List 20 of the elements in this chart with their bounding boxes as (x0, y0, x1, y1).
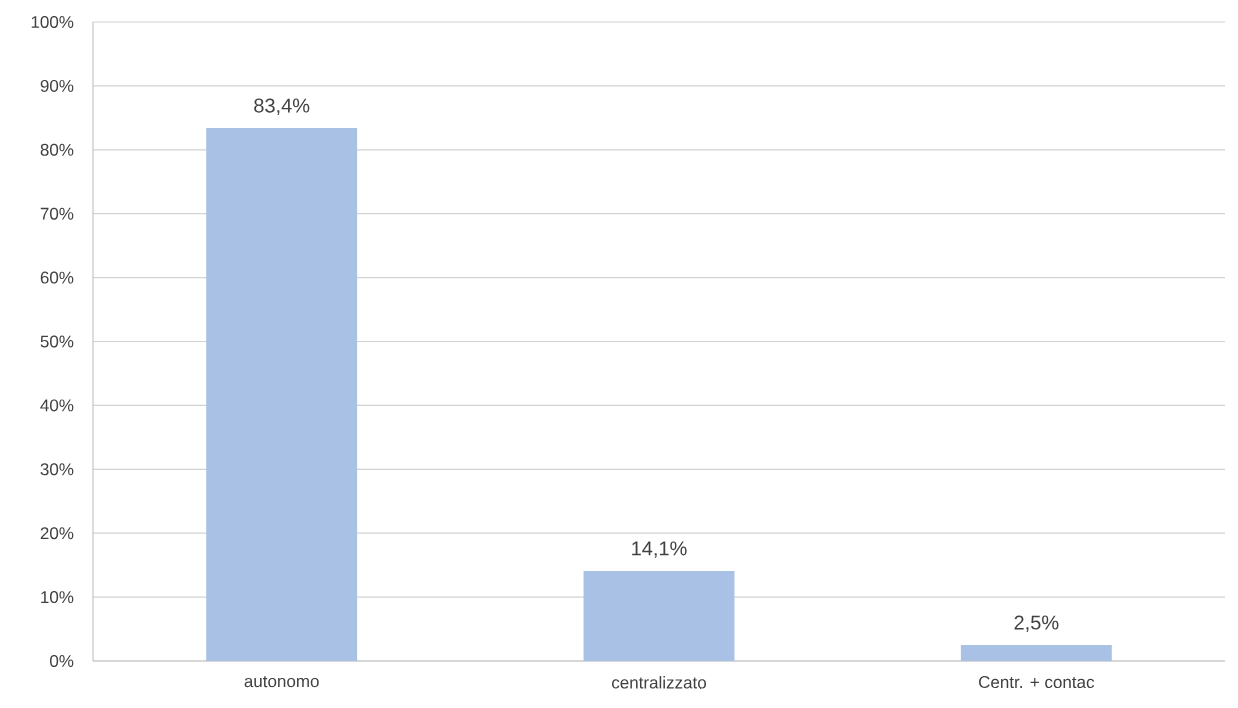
bar (960, 645, 1112, 661)
y-tick-label: 40% (40, 399, 74, 412)
data-label: 83,4% (254, 98, 310, 116)
data-label: 14,1% (632, 541, 687, 558)
y-tick-label: 50% (40, 335, 74, 348)
x-tick-label: centralizzato (612, 676, 706, 689)
x-tick-label: Centr. + contac (979, 676, 1095, 689)
data-label: 2,5% (1014, 615, 1059, 632)
x-tick-label: autonomo (244, 676, 319, 688)
bar (206, 128, 358, 661)
bar (583, 570, 735, 661)
y-tick-label: 70% (40, 207, 74, 220)
y-tick-label: 0% (50, 655, 74, 668)
y-tick-label: 100% (31, 15, 74, 29)
y-tick-label: 90% (40, 79, 74, 92)
y-tick-label: 60% (40, 271, 74, 284)
y-tick-label: 10% (41, 591, 74, 604)
y-tick-label: 30% (40, 463, 74, 476)
y-tick-label: 80% (40, 143, 74, 156)
y-tick-label: 20% (40, 527, 74, 540)
